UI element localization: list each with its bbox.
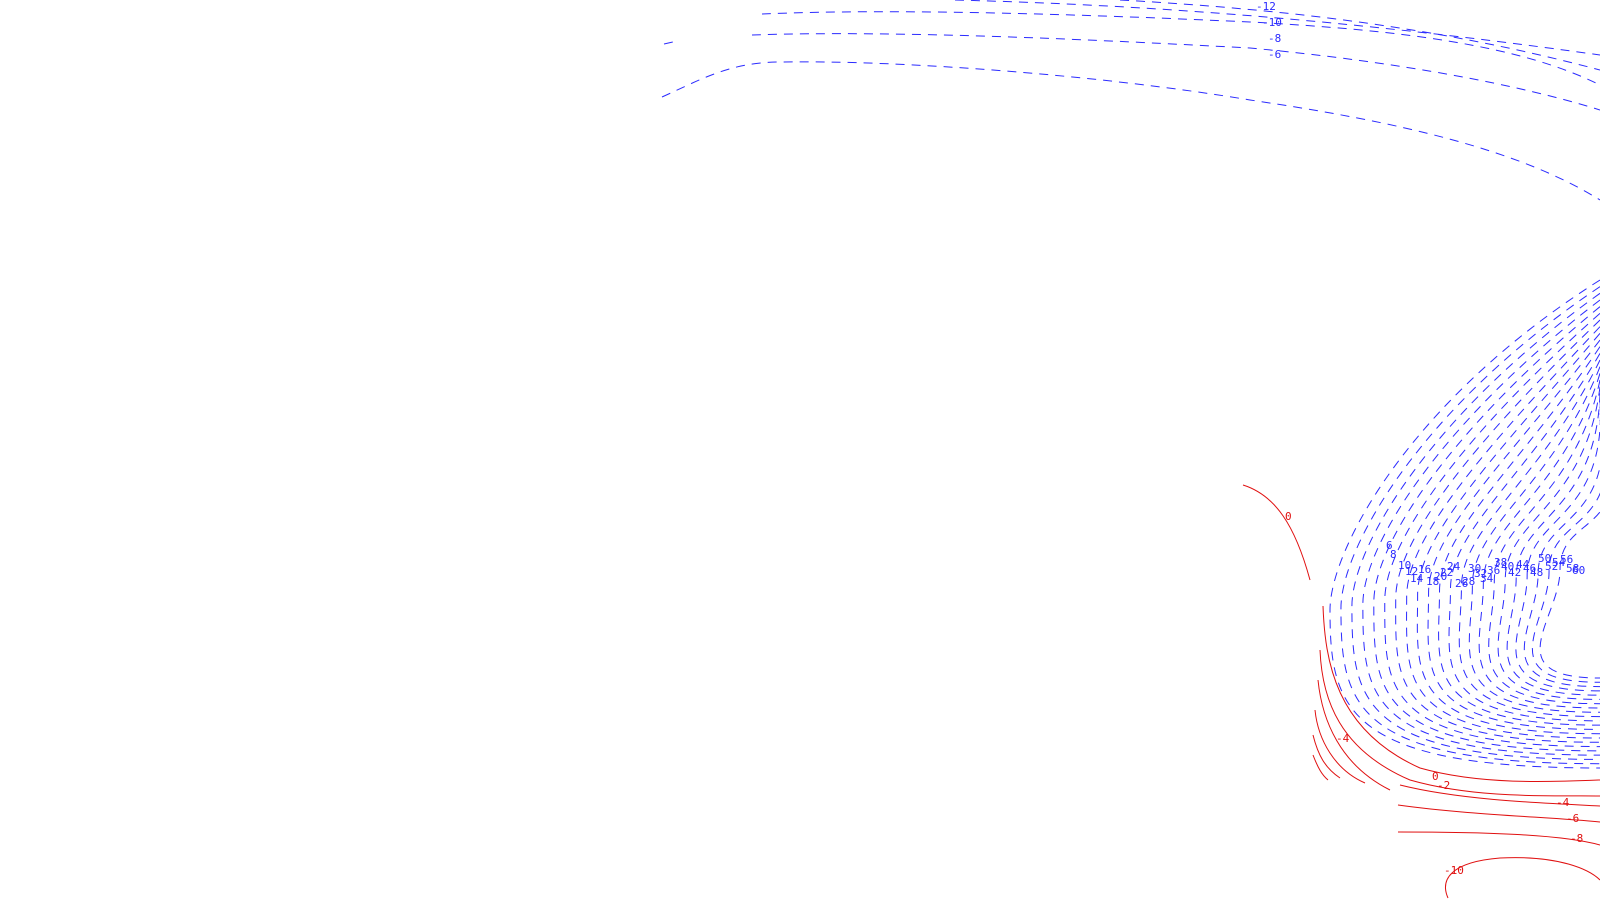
contour-line (751, 33, 1600, 111)
contour-line (1317, 679, 1391, 791)
red-label-group: 0-40-2-4-6-8-10 (1285, 510, 1583, 877)
contour-line (1314, 709, 1366, 784)
contour-line (1399, 784, 1600, 807)
contour-label: -10 (1262, 16, 1282, 29)
cone-contour-group (1329, 279, 1600, 769)
contour-line (1515, 400, 1600, 692)
contour-line (1242, 484, 1311, 581)
contour-label: 0 (1285, 510, 1292, 523)
contour-label: 60 (1572, 564, 1585, 577)
contour-line (1539, 420, 1600, 679)
contour-label: 12 (1405, 565, 1418, 578)
contour-line (1362, 299, 1600, 756)
top-contour-group (661, 0, 1600, 201)
contour-line (1397, 804, 1600, 823)
contour-line (1523, 406, 1600, 688)
contour-line (1416, 333, 1600, 735)
contour-label: 34 (1480, 572, 1494, 585)
contour-line (1445, 857, 1600, 899)
contour-label: 38 (1494, 556, 1507, 569)
contour-label: 20 (1434, 570, 1447, 583)
contour-label: 50 (1538, 552, 1551, 565)
contour-line (1406, 326, 1600, 739)
contour-label: -6 (1268, 48, 1281, 61)
contour-label: -6 (1566, 812, 1579, 825)
contour-label: 28 (1462, 575, 1475, 588)
contour-label: 48 (1530, 566, 1543, 579)
contour-label: -10 (1444, 864, 1464, 877)
contour-label: 10 (1398, 559, 1411, 572)
contour-label: 22 (1440, 566, 1453, 579)
contour-line (1506, 393, 1600, 696)
contour-line (1329, 279, 1600, 769)
contour-label: 56 (1560, 553, 1573, 566)
contour-line (1468, 366, 1600, 713)
contour-label: -8 (1570, 832, 1583, 845)
contour-line (1322, 605, 1600, 783)
contour-label: 32 (1474, 567, 1487, 580)
contour-line (1448, 353, 1600, 722)
contour-line (954, 0, 1600, 56)
contour-label: 36 (1487, 564, 1500, 577)
contour-label: 54 (1552, 556, 1566, 569)
contour-label: 30 (1468, 562, 1481, 575)
contour-label: 8 (1390, 548, 1397, 561)
contour-line (1438, 346, 1600, 726)
contour-label: 6 (1386, 539, 1393, 552)
contour-line (1427, 339, 1600, 730)
contour-line (1319, 649, 1600, 797)
contour-line (661, 61, 1600, 201)
contour-label: 58 (1566, 562, 1579, 575)
contour-label: 42 (1508, 566, 1521, 579)
contour-line (1397, 831, 1600, 846)
contour-label: -4 (1336, 732, 1350, 745)
contour-line (1395, 319, 1600, 743)
contour-label: 24 (1447, 560, 1461, 573)
contour-line (1312, 734, 1341, 779)
contour-label: 26 (1455, 577, 1468, 590)
contour-label: 40 (1501, 560, 1514, 573)
contour-label: -4 (1556, 796, 1570, 809)
contour-label: 18 (1426, 575, 1439, 588)
contour-line (1478, 373, 1600, 709)
contour-line (663, 41, 674, 45)
contour-line (1458, 359, 1600, 718)
contour-line (1384, 312, 1600, 748)
contour-label: 46 (1523, 562, 1536, 575)
contour-label: -2 (1437, 779, 1450, 792)
red-contour-group (1242, 484, 1600, 899)
contour-label: 44 (1516, 558, 1530, 571)
top-label-group: -12 -10 -8 -6 (1256, 0, 1282, 61)
contour-label: 14 (1410, 572, 1424, 585)
contour-label: -8 (1268, 32, 1281, 45)
contour-line (1312, 754, 1329, 781)
contour-line (1373, 306, 1600, 752)
contour-line (1340, 286, 1600, 765)
contour-label: 0 (1432, 770, 1439, 783)
contour-line (761, 11, 1600, 86)
contour-label: -12 (1256, 0, 1276, 13)
contour-label: 16 (1418, 563, 1431, 576)
contour-line (1531, 413, 1600, 683)
contour-line (1351, 292, 1600, 760)
contour-line (1488, 379, 1600, 705)
contour-line (1119, 0, 1600, 71)
contour-label: 52 (1545, 560, 1558, 573)
